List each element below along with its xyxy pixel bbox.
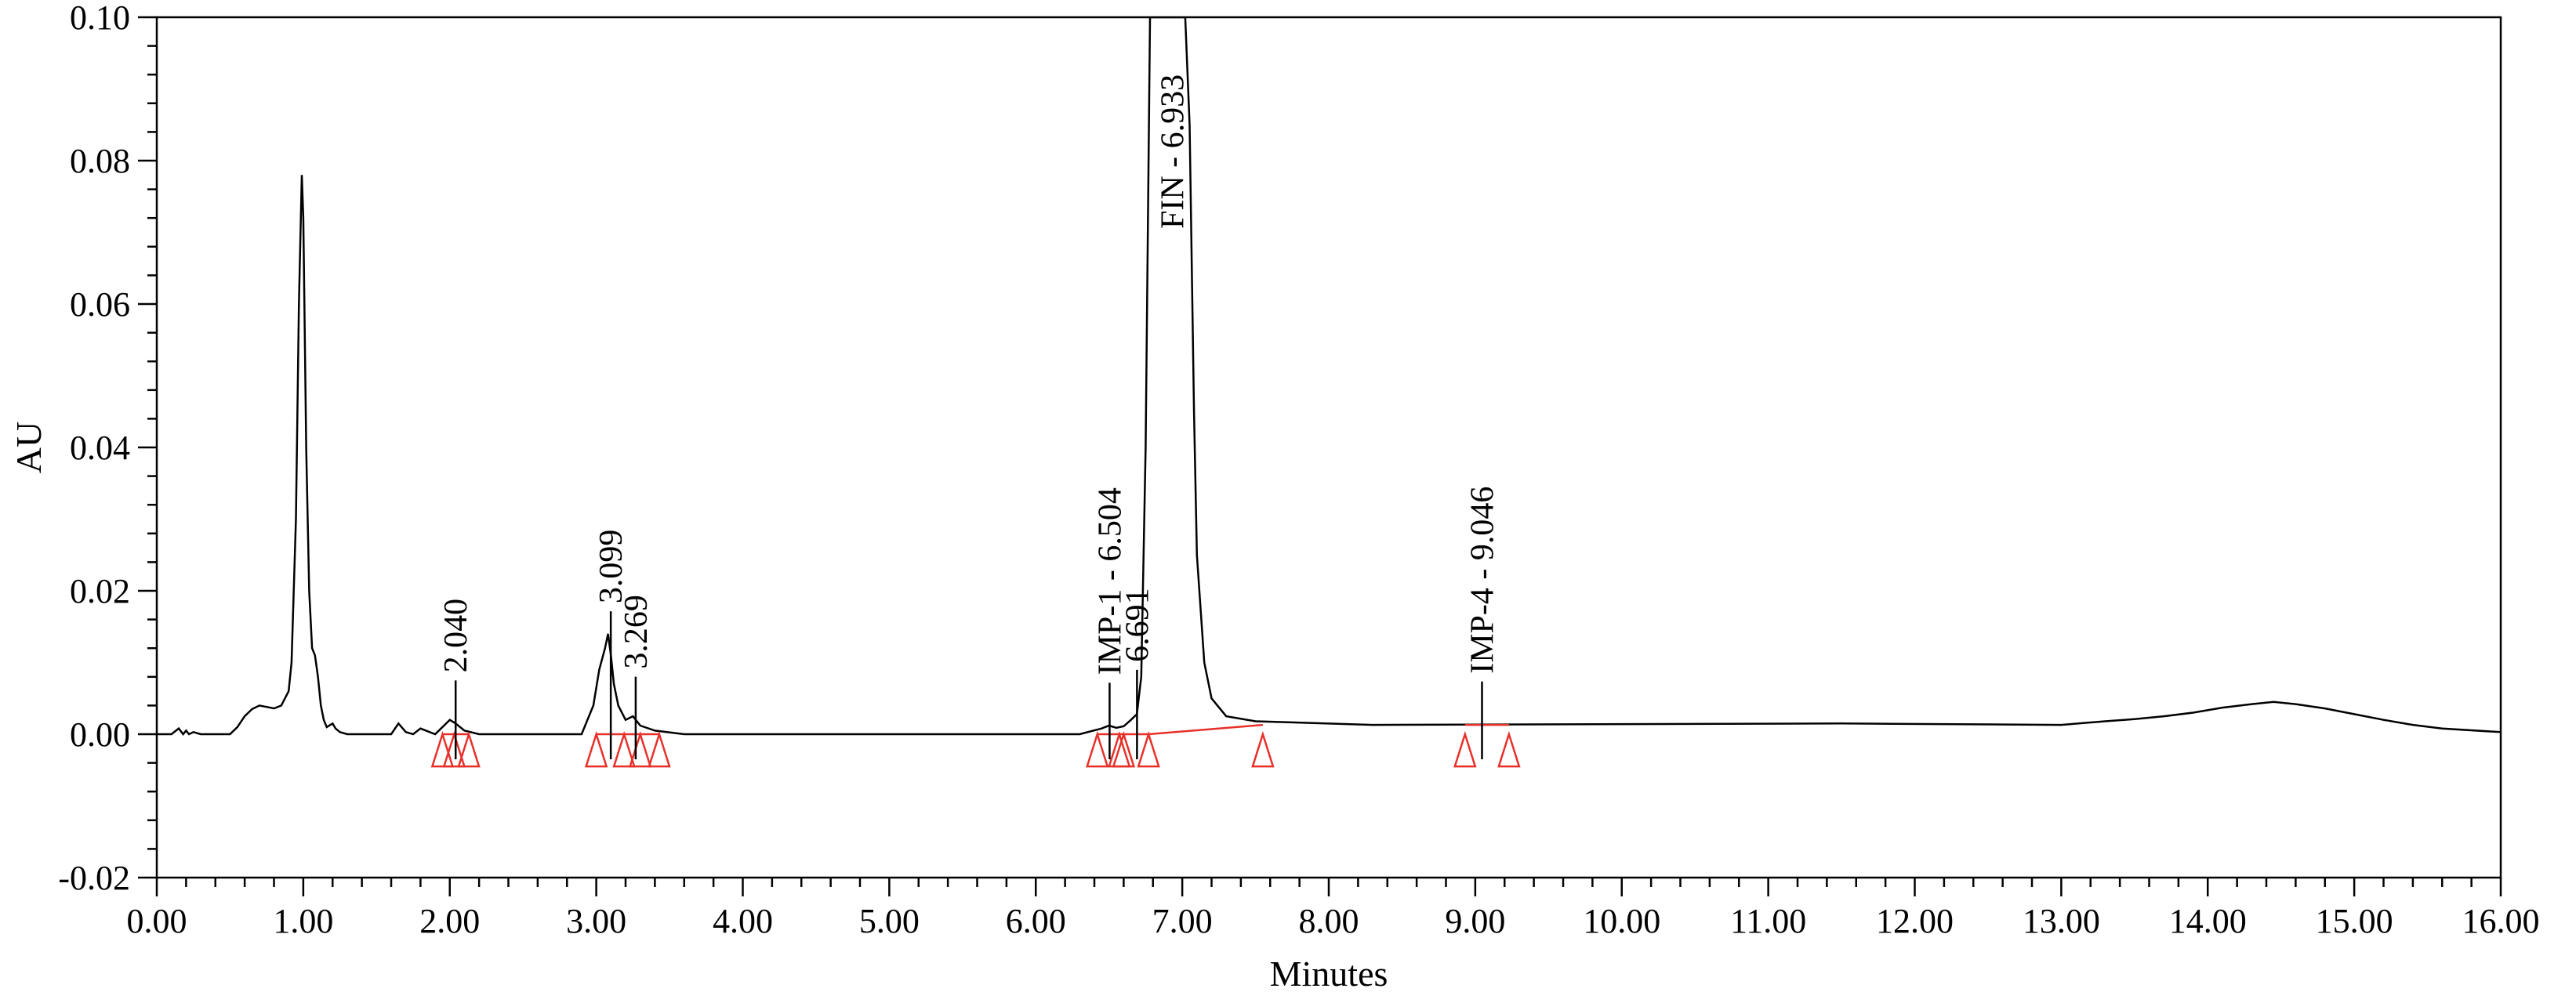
y-axis-title: AU bbox=[9, 422, 49, 473]
integration-marker bbox=[584, 730, 608, 768]
integration-marker bbox=[442, 730, 466, 768]
plot-frame bbox=[155, 16, 2502, 879]
x-tick-label: 15.00 bbox=[2316, 902, 2393, 940]
x-tick-label: 11.00 bbox=[1730, 902, 1806, 940]
y-tick-label: 0.02 bbox=[70, 572, 130, 610]
integration-marker bbox=[457, 730, 481, 768]
y-tick-label: -0.02 bbox=[58, 859, 130, 897]
x-tick-label: 4.00 bbox=[713, 902, 773, 940]
integration-marker bbox=[1251, 730, 1275, 768]
x-tick-label: 6.00 bbox=[1006, 902, 1066, 940]
integration-marker bbox=[1497, 730, 1521, 768]
y-tick-label: 0.00 bbox=[70, 715, 130, 754]
chromatogram-trace bbox=[157, 17, 2501, 737]
x-tick-label: 16.00 bbox=[2462, 902, 2540, 940]
x-tick-label: 0.00 bbox=[127, 902, 187, 940]
x-tick-label: 8.00 bbox=[1299, 902, 1359, 940]
integration-marker bbox=[648, 730, 671, 768]
x-tick-label: 10.00 bbox=[1583, 902, 1660, 940]
x-tick-label: 1.00 bbox=[273, 902, 333, 940]
y-tick-label: 0.08 bbox=[70, 142, 130, 180]
integration-marker bbox=[1453, 730, 1477, 768]
y-tick-label: 0.10 bbox=[70, 0, 130, 37]
integration-marker bbox=[1137, 730, 1160, 768]
x-axis-title: Minutes bbox=[1270, 954, 1388, 992]
integration-baseline bbox=[1148, 723, 1264, 736]
x-tick-label: 3.00 bbox=[566, 902, 626, 940]
integration-marker bbox=[430, 730, 455, 768]
peak-label: 3.099 bbox=[593, 530, 629, 604]
x-tick-label: 13.00 bbox=[2023, 902, 2100, 940]
x-tick-label: 14.00 bbox=[2169, 902, 2247, 940]
integration-marker bbox=[1086, 730, 1109, 768]
peak-label: 3.269 bbox=[619, 595, 655, 669]
x-tick-label: 9.00 bbox=[1445, 902, 1505, 940]
x-tick-label: 7.00 bbox=[1152, 902, 1213, 940]
y-tick-label: 0.04 bbox=[70, 429, 130, 467]
peak-label: IMP-4 - 9.046 bbox=[1464, 487, 1500, 674]
y-tick-label: 0.06 bbox=[70, 285, 130, 324]
peak-label: 6.691 bbox=[1119, 588, 1156, 662]
x-tick-label: 12.00 bbox=[1876, 902, 1954, 940]
x-tick-label: 5.00 bbox=[859, 902, 920, 940]
integration-marker bbox=[612, 730, 636, 768]
peak-label: FIN - 6.933 bbox=[1156, 74, 1192, 229]
integration-marker bbox=[1112, 730, 1136, 768]
x-tick-label: 2.00 bbox=[419, 902, 480, 940]
peak-label: IMP-1 - 6.504 bbox=[1092, 487, 1128, 675]
peak-label: 2.040 bbox=[438, 599, 474, 673]
